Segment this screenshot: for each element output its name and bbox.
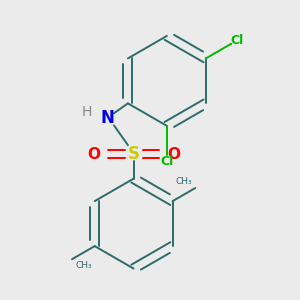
Text: CH₃: CH₃ (75, 261, 92, 270)
Text: CH₃: CH₃ (176, 177, 192, 186)
Text: O: O (87, 147, 100, 162)
Text: S: S (128, 145, 140, 163)
Text: N: N (100, 109, 114, 127)
Text: Cl: Cl (230, 34, 244, 47)
Text: H: H (82, 105, 92, 118)
Text: O: O (167, 147, 180, 162)
Text: Cl: Cl (160, 155, 173, 168)
